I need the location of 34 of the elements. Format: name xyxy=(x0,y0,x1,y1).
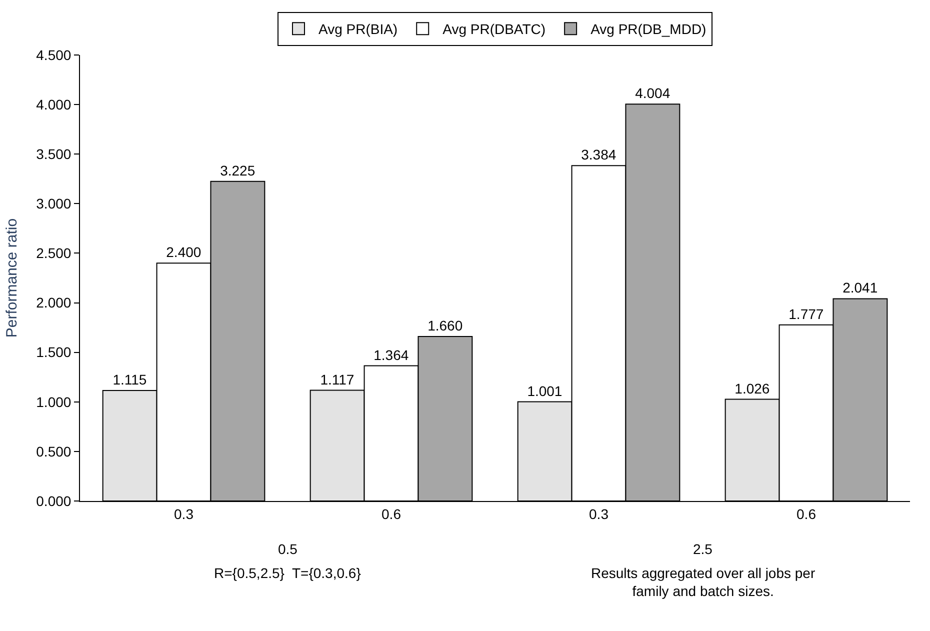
data-label: 1.364 xyxy=(374,346,409,363)
y-tick-label: 1.500 xyxy=(36,344,72,360)
x-tick-label: 0.3 xyxy=(589,506,609,522)
data-label: 4.004 xyxy=(635,85,670,102)
y-tick-label: 0.500 xyxy=(36,443,72,460)
text: Results aggregated over all jobs per family and batch sizes. xyxy=(591,565,816,600)
y-tick-label: 2.500 xyxy=(36,245,72,262)
data-label: 2.041 xyxy=(842,280,878,296)
x-tick-label: 0.6 xyxy=(382,506,402,522)
legend-label: Avg PR(BIA) xyxy=(318,21,398,38)
y-tick-label: 0.000 xyxy=(36,492,72,509)
y-tick-label: 3.500 xyxy=(36,146,72,162)
text: 0.5 xyxy=(278,541,298,557)
y-axis-title: Performance ratio xyxy=(3,218,20,338)
x-tick-label: 0.3 xyxy=(174,506,194,522)
data-label: 1.001 xyxy=(527,382,562,399)
legend-label: Avg PR(DB_MDD) xyxy=(590,21,706,38)
legend-label: Avg PR(DBATC) xyxy=(442,21,546,38)
data-label: 1.660 xyxy=(428,317,463,334)
data-label: 2.400 xyxy=(166,244,202,260)
data-label: 1.115 xyxy=(112,371,147,388)
y-tick-label: 1.000 xyxy=(36,394,72,410)
data-label: 1.777 xyxy=(788,306,824,322)
data-label: 3.384 xyxy=(581,146,616,163)
y-tick-label: 4.000 xyxy=(36,96,72,112)
data-label: 1.026 xyxy=(734,380,770,396)
text: 2.5 xyxy=(693,541,713,557)
y-tick-label: 4.500 xyxy=(36,46,72,63)
data-label: 3.225 xyxy=(220,162,256,178)
y-tick-label: 2.000 xyxy=(36,294,72,311)
text: R={0.5,2.5} T={0.3,0.6} xyxy=(214,565,362,581)
y-tick-label: 3.000 xyxy=(36,196,72,212)
data-label: 1.117 xyxy=(320,371,354,388)
x-tick-label: 0.6 xyxy=(796,506,816,522)
